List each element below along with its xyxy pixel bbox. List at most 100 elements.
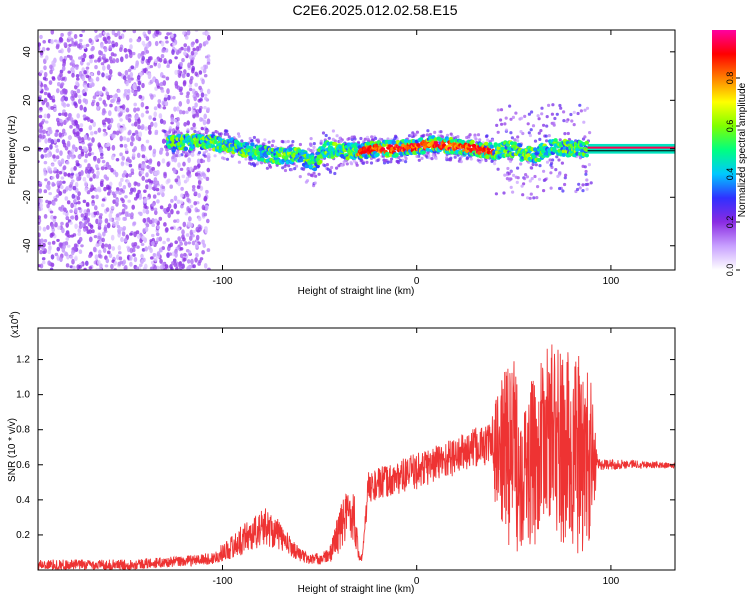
heatmap-cell — [117, 245, 122, 251]
heatmap-cell — [106, 142, 110, 148]
heatmap-cell — [145, 209, 150, 215]
heatmap-cell — [107, 250, 111, 255]
heatmap-cell — [159, 118, 164, 124]
heatmap-cell — [179, 253, 184, 259]
heatmap-cell — [206, 31, 210, 36]
heatmap-cell — [224, 129, 228, 133]
heatmap-cell — [120, 161, 125, 167]
heatmap-cell — [112, 199, 116, 204]
heatmap-cell — [53, 138, 57, 144]
heatmap-cell — [135, 230, 140, 235]
heatmap-cell — [490, 138, 495, 142]
heatmap-cell — [237, 160, 241, 164]
heatmap-cell — [95, 243, 99, 248]
heatmap-cell — [116, 101, 121, 105]
heatmap-cell — [211, 131, 215, 135]
heatmap-cell — [95, 194, 99, 200]
heatmap-cell — [108, 181, 113, 187]
heatmap-cell — [203, 212, 208, 217]
heatmap-cell — [547, 103, 551, 107]
heatmap-cell — [105, 75, 110, 79]
heatmap-cell — [167, 245, 171, 252]
heatmap-cell — [88, 124, 93, 131]
heatmap-cell — [509, 131, 513, 135]
heatmap-cell — [39, 202, 43, 208]
heatmap-cell — [126, 137, 130, 143]
heatmap-cell — [166, 64, 170, 69]
heatmap-cell — [47, 249, 51, 255]
heatmap-cell — [41, 100, 45, 106]
heatmap-x-ticks: -100 0 100 — [212, 30, 620, 287]
heatmap-cell — [137, 211, 142, 215]
heatmap-cell — [168, 59, 173, 64]
heatmap-cell — [124, 264, 128, 270]
heatmap-cell — [75, 160, 79, 164]
heatmap-cell — [74, 120, 79, 126]
heatmap-cell — [55, 173, 60, 179]
heatmap-cell — [65, 237, 70, 241]
heatmap-cell — [177, 69, 181, 75]
heatmap-cell — [526, 122, 530, 126]
heatmap-cell — [156, 265, 160, 270]
heatmap-cell — [186, 91, 190, 96]
heatmap-cell — [72, 265, 76, 270]
snr-y-tick-label: 0.4 — [16, 495, 30, 506]
heatmap-cell — [159, 150, 163, 155]
heatmap-cell — [121, 155, 125, 161]
heatmap-cell — [312, 145, 316, 149]
heatmap-cell — [74, 214, 79, 221]
heatmap-cell — [583, 108, 587, 112]
heatmap-cell — [51, 98, 56, 103]
heatmap-cell — [490, 159, 494, 163]
heatmap-cell — [188, 87, 193, 92]
heatmap-cell — [101, 159, 106, 164]
heatmap-tone-band — [587, 143, 675, 154]
heatmap-cell — [87, 137, 91, 141]
heatmap-cell — [170, 33, 174, 39]
heatmap-cell — [128, 163, 133, 168]
heatmap-cell — [135, 134, 140, 141]
heatmap-cell — [174, 252, 178, 258]
heatmap-cell — [177, 162, 181, 168]
heatmap-cell — [38, 114, 43, 119]
heatmap-cell — [286, 139, 290, 144]
heatmap-cell — [186, 170, 190, 176]
heatmap-cell — [166, 207, 171, 212]
heatmap-cell — [157, 103, 161, 109]
heatmap-cell — [561, 152, 566, 157]
heatmap-cell — [168, 128, 172, 132]
heatmap-cell — [178, 109, 183, 115]
heatmap-cell — [85, 116, 89, 120]
colorbar-tick-label: 0.6 — [725, 120, 735, 133]
heatmap-cell — [119, 47, 123, 53]
heatmap-cell — [46, 47, 50, 51]
snr-x-tick-label: 0 — [414, 576, 420, 587]
heatmap-cell — [166, 237, 170, 242]
heatmap-cell — [124, 148, 129, 152]
heatmap-cell — [38, 45, 41, 52]
heatmap-cell — [130, 212, 134, 218]
heatmap-cell — [78, 236, 83, 242]
heatmap-cell — [120, 177, 124, 183]
heatmap-cell — [198, 70, 203, 75]
heatmap-cell — [61, 227, 65, 234]
heatmap-cell — [311, 149, 315, 153]
heatmap-cell — [176, 210, 180, 215]
heatmap-cell — [83, 267, 87, 270]
heatmap-cell — [518, 143, 523, 148]
heatmap-cell — [67, 70, 71, 74]
heatmap-cell — [166, 252, 170, 258]
heatmap-cell — [124, 205, 128, 210]
heatmap-cell — [133, 181, 138, 187]
heatmap-cell — [95, 91, 100, 96]
heatmap-cell — [79, 123, 84, 128]
heatmap-cell — [183, 122, 187, 127]
heatmap-cell — [179, 131, 183, 135]
heatmap-cell — [141, 55, 145, 61]
heatmap-cell — [86, 229, 90, 234]
heatmap-cell — [132, 132, 136, 136]
heatmap-cell — [133, 256, 138, 263]
heatmap-cell — [90, 212, 95, 218]
heatmap-cell — [77, 206, 82, 211]
heatmap-cell — [308, 142, 313, 146]
